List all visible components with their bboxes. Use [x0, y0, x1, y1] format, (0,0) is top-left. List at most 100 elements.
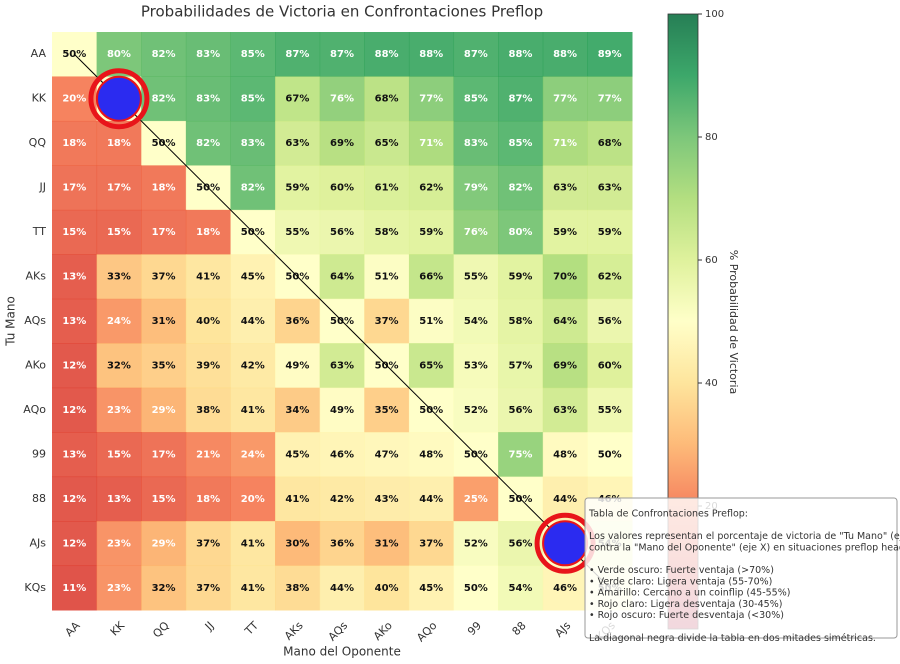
y-tick-label: 88 — [32, 492, 46, 505]
annotation-line: Los valores representan el porcentaje de… — [589, 531, 900, 542]
heatmap-cell — [453, 521, 499, 567]
heatmap-cell — [498, 298, 544, 344]
heatmap-cell — [96, 298, 142, 344]
heatmap-cell — [498, 120, 544, 166]
cell-label: 39% — [196, 360, 220, 371]
heatmap-cell — [230, 343, 276, 389]
cell-label: 48% — [419, 449, 443, 460]
cell-label: 59% — [598, 227, 622, 238]
cell-label: 41% — [241, 538, 265, 549]
annotation-line: • Verde claro: Ligera ventaja (55-70%) — [589, 576, 772, 587]
heatmap-cell — [185, 298, 231, 344]
y-tick-label: AQs — [24, 314, 46, 327]
cell-label: 33% — [107, 272, 131, 283]
cell-label: 35% — [152, 360, 176, 371]
cell-label: 32% — [152, 583, 176, 594]
cell-label: 53% — [464, 360, 488, 371]
cell-label: 88% — [553, 49, 577, 60]
x-tick-label: AKo — [371, 619, 395, 643]
x-tick-label: 99 — [465, 619, 484, 638]
cell-label: 43% — [375, 494, 399, 505]
cell-label: 64% — [553, 316, 577, 327]
x-tick-label: 88 — [510, 619, 529, 638]
cell-label: 47% — [375, 449, 399, 460]
heatmap-cell — [141, 298, 187, 344]
heatmap-cell — [587, 343, 633, 389]
heatmap-cell — [542, 432, 588, 478]
heatmap-cell — [319, 209, 365, 255]
heatmap-cell — [275, 120, 321, 166]
heatmap-cell — [52, 120, 98, 166]
cell-label: 61% — [375, 183, 399, 194]
highlight-dot — [542, 520, 589, 567]
heatmap-cell — [587, 165, 633, 211]
heatmap-cell — [587, 120, 633, 166]
cell-label: 85% — [241, 49, 265, 60]
heatmap-cell — [275, 298, 321, 344]
cell-label: 32% — [107, 360, 131, 371]
annotation-line: Tabla de Confrontaciones Preflop: — [588, 509, 748, 520]
heatmap-cell — [364, 76, 410, 122]
cell-label: 36% — [285, 316, 309, 327]
heatmap-cell — [364, 298, 410, 344]
heatmap-cell — [96, 432, 142, 478]
cell-label: 38% — [285, 583, 309, 594]
heatmap-cell — [275, 432, 321, 478]
cell-label: 83% — [196, 49, 220, 60]
y-tick-label: 99 — [32, 447, 46, 460]
cell-label: 13% — [107, 494, 131, 505]
heatmap-cell — [542, 209, 588, 255]
cell-label: 12% — [62, 360, 86, 371]
cell-label: 11% — [62, 583, 86, 594]
cell-label: 76% — [464, 227, 488, 238]
y-tick-label: KQs — [24, 581, 46, 594]
y-tick-label: AQo — [23, 403, 46, 416]
heatmap-cell — [408, 120, 455, 166]
heatmap-cell — [453, 565, 499, 611]
heatmap-cell — [275, 76, 321, 122]
cell-label: 88% — [419, 49, 443, 60]
heatmap-cell — [453, 209, 499, 255]
heatmap-cell — [96, 387, 142, 433]
cell-label: 20% — [62, 94, 86, 105]
cell-label: 24% — [241, 449, 265, 460]
cell-label: 56% — [330, 227, 354, 238]
heatmap-cell — [185, 387, 231, 433]
heatmap-cell — [96, 565, 142, 611]
heatmap-cell — [230, 298, 276, 344]
x-tick-label: AJs — [552, 619, 573, 640]
y-tick-label: AKo — [25, 358, 46, 371]
x-tick-label: TT — [242, 619, 261, 638]
heatmap-cell — [185, 120, 231, 166]
heatmap-cell — [185, 76, 231, 122]
heatmap-cell — [587, 32, 633, 77]
x-axis-label: Mano del Oponente — [283, 645, 401, 659]
heatmap-cell — [275, 209, 321, 255]
cell-label: 41% — [196, 272, 220, 283]
heatmap-cell — [185, 565, 231, 611]
colorbar-label: % Probabilidad de Victoria — [727, 250, 740, 394]
cell-label: 44% — [330, 583, 354, 594]
heatmap-cell — [542, 343, 588, 389]
heatmap-cell — [587, 432, 633, 478]
cell-label: 77% — [553, 94, 577, 105]
heatmap-cell — [364, 254, 410, 300]
colorbar-tick-label: 40 — [705, 378, 718, 389]
heatmap-cell — [52, 165, 98, 211]
heatmap-cell — [364, 476, 410, 522]
cell-label: 85% — [508, 138, 532, 149]
cell-label: 45% — [419, 583, 443, 594]
heatmap-cell — [587, 209, 633, 255]
annotation-line: • Rojo oscuro: Fuerte desventaja (<30%) — [589, 610, 784, 621]
cell-label: 29% — [152, 405, 176, 416]
cell-label: 59% — [553, 227, 577, 238]
cell-label: 50% — [598, 449, 622, 460]
heatmap-cell — [498, 32, 544, 77]
cell-label: 62% — [419, 183, 443, 194]
cell-label: 24% — [107, 316, 131, 327]
x-tick-label: KK — [108, 619, 128, 639]
cell-label: 82% — [196, 138, 220, 149]
heatmap-cell — [230, 120, 276, 166]
y-axis-label: Tu Mano — [4, 296, 18, 347]
heatmap-cell — [275, 32, 321, 77]
